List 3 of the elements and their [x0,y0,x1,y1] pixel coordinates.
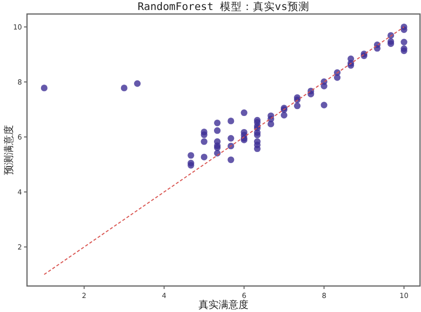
x-axis-title: 真实满意度 [198,299,248,311]
y-axis-title: 预测满意度 [3,125,15,175]
chart-title: RandomForest 模型：真实vs预测 [138,0,310,13]
